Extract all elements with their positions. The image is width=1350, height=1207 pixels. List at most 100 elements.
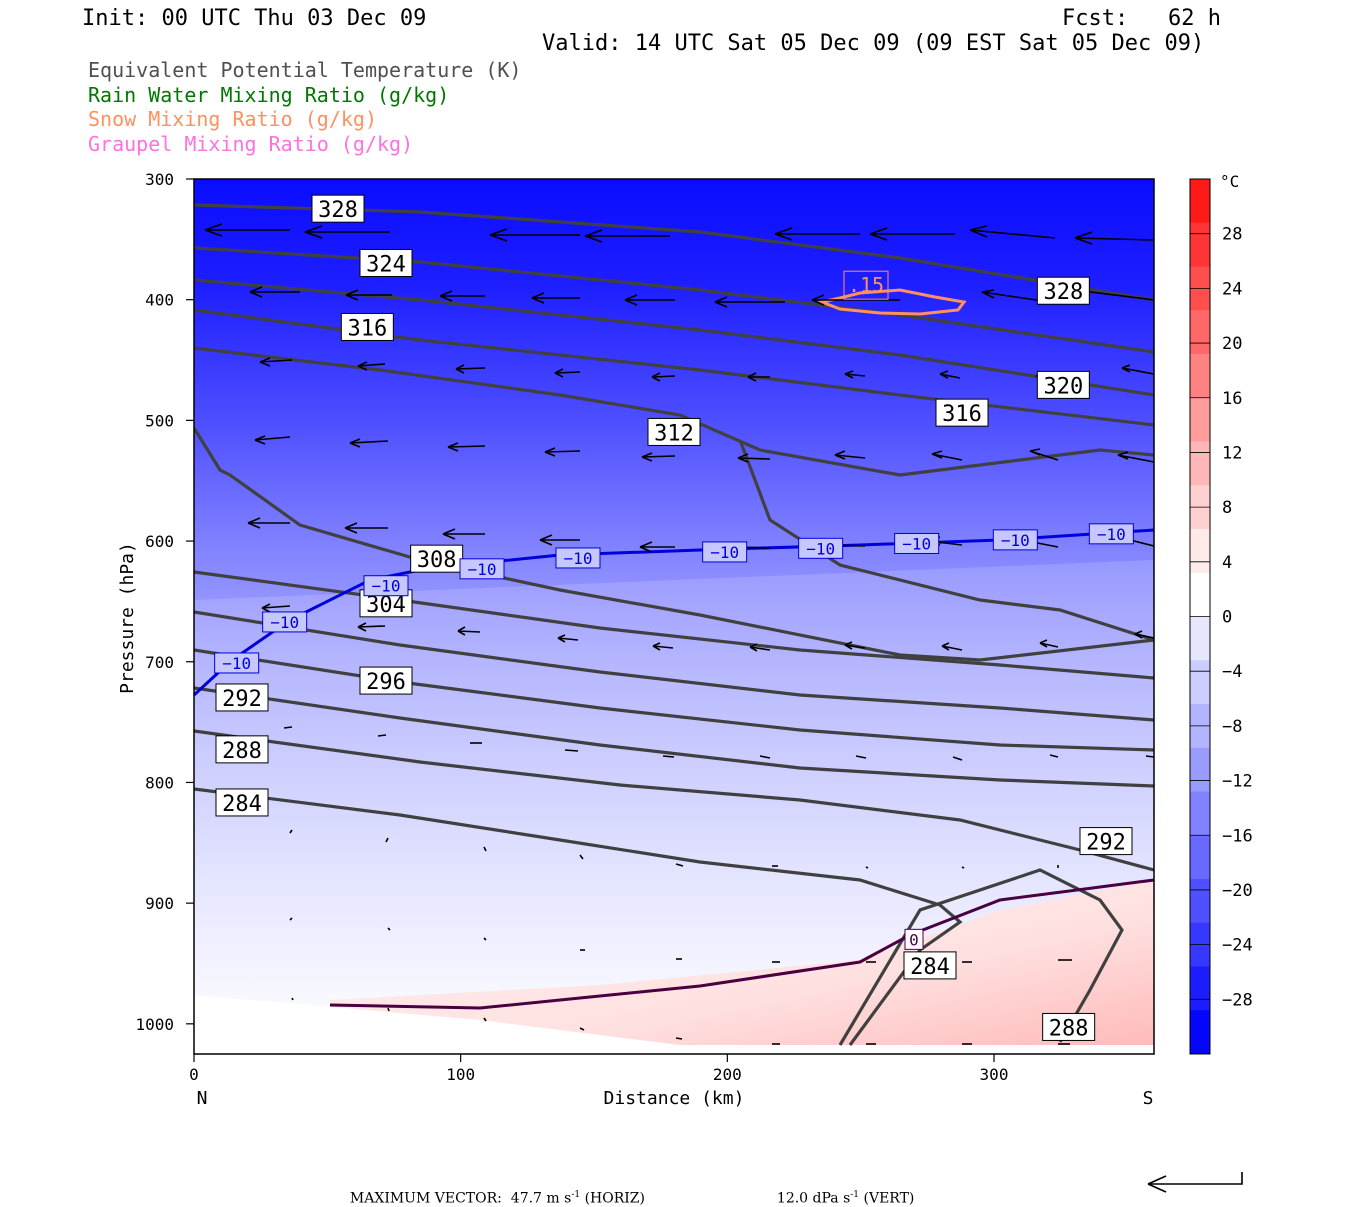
y-tick-label: 300 (145, 170, 174, 189)
colorbar-swatch (1190, 747, 1210, 792)
theta-e-label: 296 (359, 666, 413, 695)
svg-text:292: 292 (1086, 831, 1126, 856)
vertical-unit-exponent: -1 (850, 1190, 860, 1200)
svg-text:320: 320 (1043, 374, 1083, 399)
plot-frame (193, 178, 1155, 1055)
colorbar-swatch (1190, 616, 1210, 661)
colorbar-swatch (1190, 966, 1210, 1011)
x-tick-label: 0 (189, 1065, 199, 1084)
theta-e-label: 288 (215, 735, 269, 764)
minus-10-isotherm-label: −10 (459, 558, 505, 580)
theta-e-label: 292 (1079, 827, 1133, 856)
x-tick-label: 300 (980, 1065, 1009, 1084)
horizontal-tag: (HORIZ) (584, 1190, 645, 1207)
colorbar-swatch (1190, 310, 1210, 355)
svg-text:−10: −10 (222, 654, 251, 673)
colorbar-label: 24 (1222, 279, 1242, 299)
svg-text:324: 324 (366, 252, 406, 277)
zero-isotherm-label: 0 (904, 928, 924, 950)
colorbar-label: −16 (1222, 826, 1253, 846)
colorbar-label: 16 (1222, 389, 1242, 409)
colorbar-label: 0 (1222, 608, 1232, 628)
snow-label-box (843, 270, 889, 300)
y-axis: 300 400 500 600 700 800 900 1000 (135, 170, 194, 1034)
colorbar-label: −20 (1222, 881, 1253, 901)
minus-10-isotherm-label: −10 (992, 529, 1038, 551)
reference-vector-arrow (1147, 1172, 1243, 1193)
colorbar-swatch (1190, 441, 1210, 486)
colorbar-swatch (1190, 222, 1210, 267)
colorbar-swatch (1190, 529, 1210, 574)
theta-e-label: 328 (1036, 276, 1090, 305)
minus-10-isotherm-label: −10 (555, 547, 601, 569)
colorbar-tick-labels: 28 24 20 16 12 8 4 0 −4 −8 −12 −16 −20 −24 −28 (1190, 225, 1253, 1010)
below-ground (194, 995, 1154, 1054)
theta-e-contours (194, 203, 1154, 1046)
theta-e-label: 284 (903, 951, 957, 980)
svg-text:328: 328 (1043, 280, 1083, 305)
svg-text:−10: −10 (372, 577, 401, 596)
x-tick-label: 100 (446, 1065, 475, 1084)
svg-text:−10: −10 (710, 543, 739, 562)
isotherm-label-group: −10 −10 −10 −10 −10 −10 −10 −10 −10 −10 0 (214, 523, 1134, 950)
max-vector-vertical-value: 12.0 dPa s (776, 1190, 851, 1207)
theta-e-label: 292 (215, 683, 269, 712)
y-tick-label: 1000 (135, 1015, 174, 1034)
svg-text:−10: −10 (468, 560, 497, 579)
svg-text:308: 308 (417, 548, 457, 573)
svg-text:−10: −10 (270, 613, 299, 632)
minus-10-isotherm-label: −10 (363, 575, 409, 597)
minus-10-isotherm-label: −10 (798, 537, 844, 559)
y-tick-label: 500 (145, 411, 174, 430)
colorbar-label: 8 (1222, 498, 1232, 518)
horizontal-unit-exponent: -1 (571, 1190, 581, 1200)
theta-e-label: 308 (410, 544, 464, 573)
colorbar-label: 4 (1222, 553, 1232, 573)
svg-text:296: 296 (366, 670, 406, 695)
colorbar-swatch (1190, 835, 1210, 880)
north-label: N (197, 1088, 208, 1109)
theta-e-label: 312 (647, 417, 701, 446)
y-tick-label: 600 (145, 532, 174, 551)
y-tick-label: 800 (145, 773, 174, 792)
max-vector-horizontal-value: MAXIMUM VECTOR: 47.7 m s (349, 1190, 572, 1207)
colorbar-label: 20 (1222, 334, 1242, 354)
minus-10-isotherm-label: −10 (214, 652, 260, 674)
y-axis-title: Pressure (hPa) (117, 542, 138, 694)
minus-10-isotherm-label: −10 (1088, 523, 1134, 545)
legend-graupel: Graupel Mixing Ratio (g/kg) (88, 132, 414, 156)
minus-10-isotherm-label: −10 (262, 611, 308, 633)
svg-text:−10: −10 (902, 534, 931, 553)
svg-text:316: 316 (347, 316, 387, 341)
max-vector-horizontal: MAXIMUM VECTOR: 47.7 m s-1 (HORIZ) (341, 1174, 645, 1207)
isotherm-zero (329, 878, 1155, 1010)
svg-text:−10: −10 (806, 539, 835, 558)
colorbar-label: −4 (1222, 662, 1242, 682)
svg-text:292: 292 (222, 687, 262, 712)
colorbar-label: −12 (1222, 772, 1253, 792)
max-vector-vertical: 12.0 dPa s-1 (VERT) (768, 1174, 914, 1207)
colorbar-swatch (1190, 791, 1210, 836)
vertical-tag: (VERT) (863, 1190, 915, 1207)
theta-e-label: 316 (340, 312, 394, 341)
svg-text:−10: −10 (1097, 525, 1126, 544)
theta-e-label: 328 (311, 194, 365, 223)
colorbar-swatch (1190, 354, 1210, 399)
forecast-hour: Fcst: 62 h (1062, 6, 1221, 31)
cross-section-chart: 328 324 316 312 308 304 296 292 288 284 328 320 316 2… (117, 170, 1253, 1109)
theta-e-label: 316 (935, 398, 989, 427)
svg-text:0: 0 (909, 930, 919, 949)
y-tick-label: 900 (145, 894, 174, 913)
theta-e-label: 284 (215, 788, 269, 817)
svg-text:304: 304 (366, 593, 406, 618)
theta-e-label: 324 (359, 248, 413, 277)
colorbar-label: 12 (1222, 443, 1242, 463)
theta-e-label: 320 (1036, 370, 1090, 399)
x-tick-label: 200 (713, 1065, 742, 1084)
svg-text:−10: −10 (1001, 531, 1030, 550)
snow-mixing-contour (816, 288, 967, 316)
svg-text:−10: −10 (564, 549, 593, 568)
colorbar-label: −24 (1222, 936, 1253, 956)
x-axis-title: Distance (km) (604, 1088, 745, 1109)
colorbar-swatch (1190, 572, 1210, 617)
